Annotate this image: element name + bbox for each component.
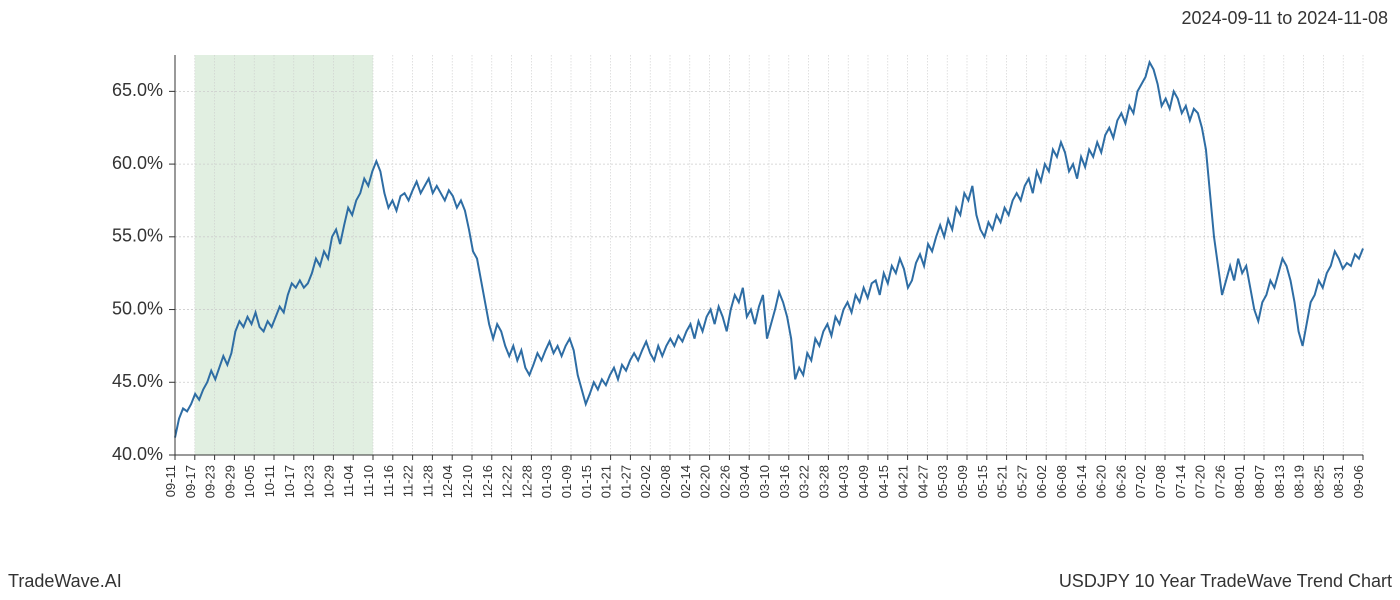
chart-container: 2024-09-11 to 2024-11-08 40.0% 45.0% 50.0%… bbox=[0, 0, 1400, 600]
svg-text:09-11: 09-11 bbox=[163, 465, 178, 497]
svg-text:45.0%: 45.0% bbox=[112, 371, 163, 391]
svg-text:02-14: 02-14 bbox=[678, 465, 693, 498]
svg-text:05-09: 05-09 bbox=[955, 465, 970, 498]
svg-text:07-20: 07-20 bbox=[1193, 465, 1208, 498]
svg-text:05-21: 05-21 bbox=[995, 465, 1010, 498]
svg-text:04-03: 04-03 bbox=[836, 465, 851, 498]
svg-text:08-01: 08-01 bbox=[1232, 465, 1247, 498]
svg-text:03-16: 03-16 bbox=[777, 465, 792, 498]
svg-text:03-28: 03-28 bbox=[816, 465, 831, 498]
svg-text:04-09: 04-09 bbox=[856, 465, 871, 498]
svg-text:10-17: 10-17 bbox=[282, 465, 297, 498]
svg-text:11-10: 11-10 bbox=[361, 465, 376, 497]
svg-text:12-16: 12-16 bbox=[480, 465, 495, 498]
svg-text:09-17: 09-17 bbox=[183, 465, 198, 498]
svg-text:12-28: 12-28 bbox=[519, 465, 534, 498]
svg-text:06-26: 06-26 bbox=[1113, 465, 1128, 498]
svg-text:03-04: 03-04 bbox=[737, 465, 752, 498]
svg-text:02-26: 02-26 bbox=[717, 465, 732, 498]
svg-text:01-15: 01-15 bbox=[579, 465, 594, 498]
svg-text:01-03: 01-03 bbox=[539, 465, 554, 498]
svg-text:07-08: 07-08 bbox=[1153, 465, 1168, 498]
svg-text:01-27: 01-27 bbox=[618, 465, 633, 498]
svg-text:65.0%: 65.0% bbox=[112, 80, 163, 100]
svg-text:04-27: 04-27 bbox=[915, 465, 930, 498]
svg-text:10-29: 10-29 bbox=[321, 465, 336, 498]
svg-text:09-23: 09-23 bbox=[203, 465, 218, 498]
svg-text:04-15: 04-15 bbox=[876, 465, 891, 498]
svg-text:11-04: 11-04 bbox=[341, 465, 356, 497]
svg-text:50.0%: 50.0% bbox=[112, 298, 163, 318]
svg-text:09-06: 09-06 bbox=[1351, 465, 1366, 498]
svg-text:02-02: 02-02 bbox=[638, 465, 653, 498]
svg-text:09-29: 09-29 bbox=[222, 465, 237, 498]
svg-text:08-31: 08-31 bbox=[1331, 465, 1346, 498]
svg-text:08-19: 08-19 bbox=[1292, 465, 1307, 498]
svg-text:03-10: 03-10 bbox=[757, 465, 772, 498]
svg-text:05-03: 05-03 bbox=[935, 465, 950, 498]
svg-text:06-14: 06-14 bbox=[1074, 465, 1089, 498]
svg-text:01-09: 01-09 bbox=[559, 465, 574, 498]
svg-text:07-14: 07-14 bbox=[1173, 465, 1188, 498]
svg-text:11-28: 11-28 bbox=[420, 465, 435, 497]
svg-text:01-21: 01-21 bbox=[599, 465, 614, 498]
svg-text:10-11: 10-11 bbox=[262, 465, 277, 497]
svg-text:07-26: 07-26 bbox=[1212, 465, 1227, 498]
svg-text:40.0%: 40.0% bbox=[112, 444, 163, 464]
svg-text:12-22: 12-22 bbox=[500, 465, 515, 498]
svg-text:55.0%: 55.0% bbox=[112, 226, 163, 246]
svg-text:11-16: 11-16 bbox=[381, 465, 396, 497]
svg-text:11-22: 11-22 bbox=[401, 465, 416, 497]
svg-text:03-22: 03-22 bbox=[797, 465, 812, 498]
svg-text:02-20: 02-20 bbox=[698, 465, 713, 498]
svg-text:06-08: 06-08 bbox=[1054, 465, 1069, 498]
brand-label: TradeWave.AI bbox=[8, 571, 122, 592]
svg-text:12-10: 12-10 bbox=[460, 465, 475, 498]
svg-text:10-23: 10-23 bbox=[302, 465, 317, 498]
svg-text:02-08: 02-08 bbox=[658, 465, 673, 498]
svg-text:08-13: 08-13 bbox=[1272, 465, 1287, 498]
svg-text:10-05: 10-05 bbox=[242, 465, 257, 498]
svg-text:05-15: 05-15 bbox=[975, 465, 990, 498]
svg-text:08-25: 08-25 bbox=[1311, 465, 1326, 498]
svg-text:12-04: 12-04 bbox=[440, 465, 455, 498]
chart-title: USDJPY 10 Year TradeWave Trend Chart bbox=[1059, 571, 1392, 592]
svg-text:04-21: 04-21 bbox=[896, 465, 911, 498]
svg-text:06-02: 06-02 bbox=[1034, 465, 1049, 498]
date-range-label: 2024-09-11 to 2024-11-08 bbox=[1182, 8, 1389, 29]
svg-text:05-27: 05-27 bbox=[1014, 465, 1029, 498]
svg-text:07-02: 07-02 bbox=[1133, 465, 1148, 498]
svg-text:08-07: 08-07 bbox=[1252, 465, 1267, 498]
svg-text:60.0%: 60.0% bbox=[112, 153, 163, 173]
line-chart: 40.0% 45.0% 50.0% 55.0% 60.0% 65.0% 09-11 09-17… bbox=[0, 0, 1400, 600]
svg-text:06-20: 06-20 bbox=[1094, 465, 1109, 498]
